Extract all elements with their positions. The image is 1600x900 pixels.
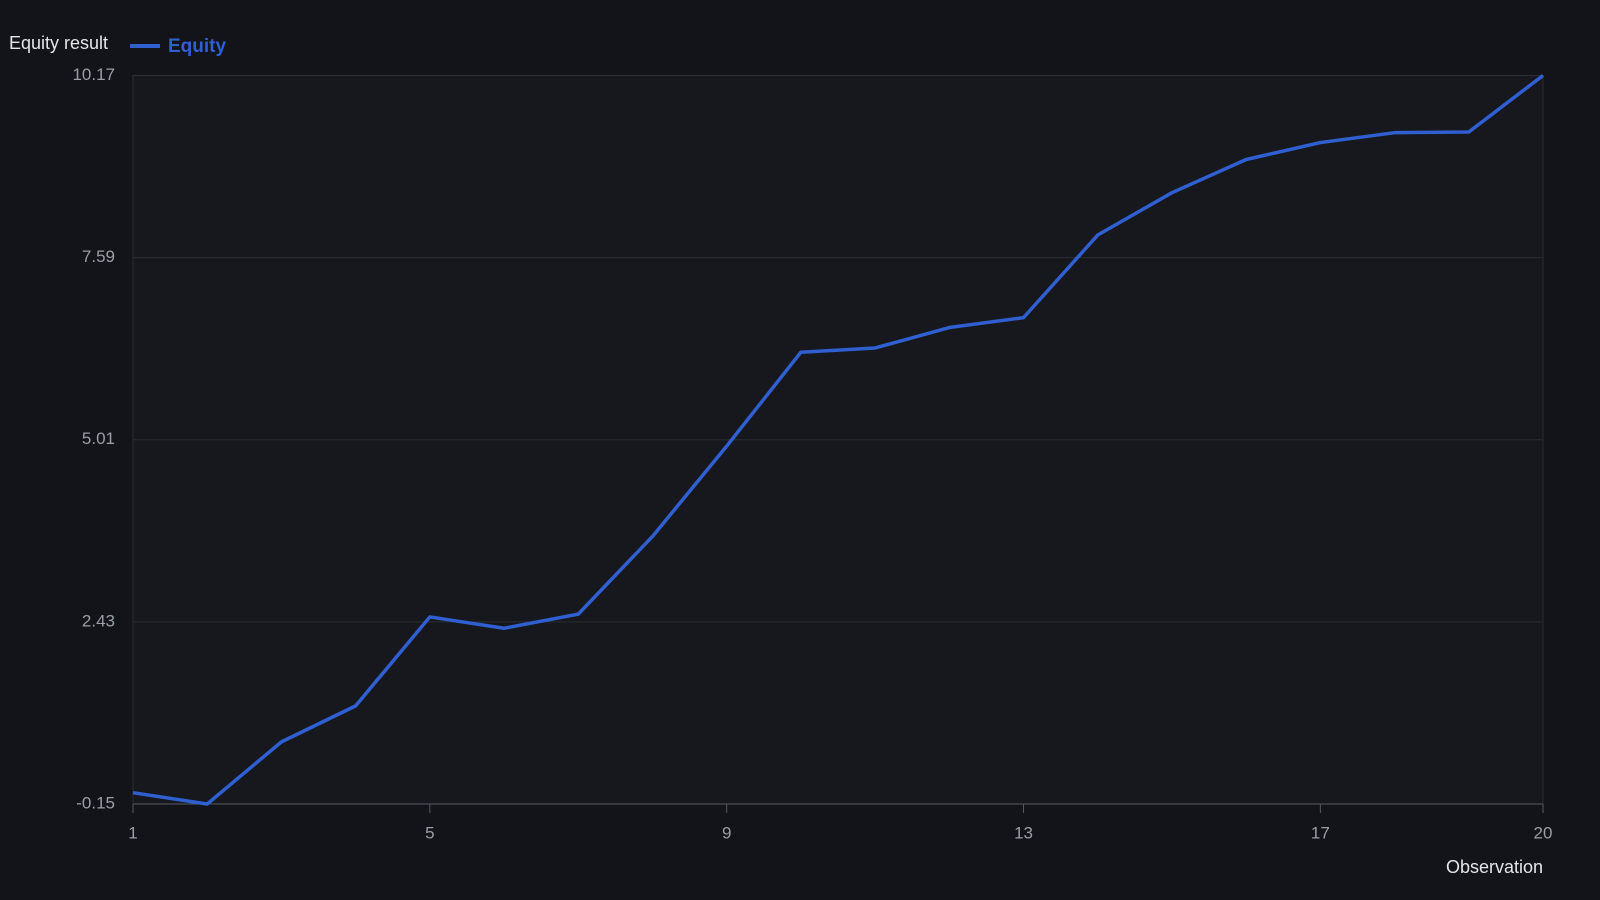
chart-title: Equity result — [9, 33, 108, 53]
x-tick-label: 17 — [1311, 823, 1330, 842]
y-tick-label: 5.01 — [82, 429, 115, 448]
x-tick-label: 9 — [722, 823, 731, 842]
y-tick-label: 10.17 — [72, 65, 115, 84]
series-line — [132, 74, 1545, 806]
x-tick-label: 5 — [425, 823, 434, 842]
x-axis-label: Observation — [1446, 857, 1543, 877]
x-tick-label: 13 — [1014, 823, 1033, 842]
x-tick-label: 20 — [1534, 823, 1553, 842]
y-tick-label: 7.59 — [82, 247, 115, 266]
y-tick-label: -0.15 — [76, 793, 115, 812]
y-tick-label: 2.43 — [82, 611, 115, 630]
x-tick-label: 1 — [128, 823, 137, 842]
legend-label: Equity — [168, 36, 226, 57]
